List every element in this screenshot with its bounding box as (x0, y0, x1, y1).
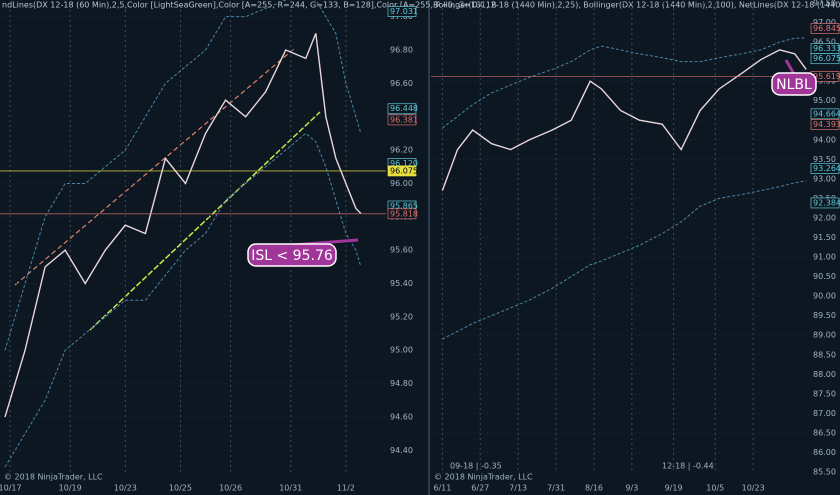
y-tick-label: 94.40 (390, 446, 413, 455)
footer-note: © 2018 NinjaTrader, LLC (434, 473, 533, 482)
x-tick-label: 10/23 (742, 484, 765, 493)
price-line (4, 33, 362, 418)
annotation-text: NLBL (776, 77, 812, 93)
x-tick-label: 10/23 (114, 484, 137, 493)
support-trendline (89, 111, 321, 331)
x-tick-label: 10/26 (219, 484, 242, 493)
y-tick-label: 87.50 (813, 389, 836, 398)
annotation-box (771, 72, 817, 96)
price-tag: 93.264 (813, 164, 840, 173)
x-tick-label: 9/19 (665, 484, 683, 493)
panel-header: ndLines(DX 12-18 (60 Min),2,5,Color [Lig… (2, 1, 497, 10)
y-tick-label: 88.50 (813, 350, 836, 359)
band-line (442, 37, 807, 129)
y-tick-label: 94.00 (813, 135, 836, 144)
price-tag: 96.075 (390, 166, 418, 175)
panel-divider (428, 0, 430, 495)
price-tag-box (387, 208, 417, 220)
y-tick-label: 96.20 (390, 146, 413, 155)
y-tick-label: 90.50 (813, 272, 836, 281)
price-tag: 92.384 (813, 198, 840, 207)
y-tick-label: 94.80 (390, 379, 413, 388)
x-tick-label: 7/31 (547, 484, 565, 493)
price-tag: 96.845 (813, 24, 840, 33)
price-tag: 95.865 (390, 201, 418, 210)
annotation-arrow (784, 59, 796, 75)
y-tick-label: 92.00 (813, 213, 836, 222)
x-tick-label: 11/2 (337, 484, 355, 493)
y-tick-label: 93.50 (813, 155, 836, 164)
price-tag-box (387, 6, 417, 17)
y-tick-label: 94.60 (390, 412, 413, 421)
price-tag-box (387, 103, 417, 115)
y-tick-label: 97.00 (813, 18, 836, 27)
y-tick-label: 95.00 (813, 96, 836, 105)
y-tick-label: 95.00 (390, 346, 413, 355)
annotation-text: ISL < 95.76 (251, 248, 333, 264)
price-tag-box (387, 114, 417, 126)
price-line (441, 49, 807, 191)
price-tag: 96.448 (390, 104, 418, 113)
price-tag-box (810, 108, 840, 120)
y-tick-label: 88.00 (813, 370, 836, 379)
price-tag: 95.818 (390, 209, 418, 218)
y-tick-label: 95.20 (390, 312, 413, 321)
price-tag-box (810, 23, 840, 34)
y-tick-label: 95.40 (390, 279, 413, 288)
y-tick-label: 86.50 (813, 428, 836, 437)
price-tag: 95.619 (813, 72, 840, 81)
y-tick-label: 89.00 (813, 331, 836, 340)
y-tick-label: 91.00 (813, 253, 836, 262)
price-tag: 94.393 (813, 120, 840, 129)
annotation-box (247, 243, 337, 267)
band-line (4, 132, 362, 468)
y-tick-label: 89.50 (813, 311, 836, 320)
price-tag-box (810, 53, 840, 65)
y-tick-label: 96.50 (813, 38, 836, 47)
y-tick-label: 93.00 (813, 174, 836, 183)
y-tick-label: 91.50 (813, 233, 836, 242)
y-tick-label: 97.50 (813, 0, 836, 8)
y-tick-label: 86.00 (813, 448, 836, 457)
y-tick-label: 96.00 (390, 179, 413, 188)
resistance-trendline (14, 47, 296, 286)
y-tick-label: 96.80 (390, 46, 413, 55)
band-line (4, 0, 362, 351)
price-tag: 96.381 (390, 115, 418, 124)
x-tick-label: 10/31 (279, 484, 302, 493)
y-tick-label: 90.00 (813, 292, 836, 301)
band-line (442, 180, 807, 340)
x-tick-label: 10/5 (706, 484, 724, 493)
panel-header: Bollinger(DX 12-18 (1440 Min),2,25), Bol… (433, 1, 840, 10)
footer-note: 12-18 | -0.44 (662, 462, 714, 471)
x-tick-label: 6/27 (471, 484, 489, 493)
x-tick-label: 6/11 (433, 484, 451, 493)
price-tag: 97.031 (390, 7, 418, 16)
price-tag-box (810, 119, 840, 130)
x-tick-label: 7/13 (509, 484, 527, 493)
price-tag: 96.075 (813, 54, 840, 63)
y-tick-label: 95.60 (390, 246, 413, 255)
price-tag-box (810, 163, 840, 174)
footer-note: 09-18 | -0.35 (450, 462, 502, 471)
price-tag: 96.333 (813, 44, 840, 53)
y-tick-label: 87.00 (813, 409, 836, 418)
x-tick-label: 10/17 (0, 484, 22, 493)
x-tick-label: 8/16 (585, 484, 603, 493)
y-tick-label: 96.60 (390, 79, 413, 88)
x-tick-label: 10/19 (59, 484, 82, 493)
x-tick-label: 9/3 (625, 484, 638, 493)
price-tag: 96.120 (390, 159, 418, 168)
y-tick-label: 85.50 (813, 468, 836, 477)
price-tag-box (810, 197, 840, 209)
x-tick-label: 10/25 (169, 484, 192, 493)
footer-note: © 2018 NinjaTrader, LLC (4, 473, 103, 482)
price-tag: 94.664 (813, 109, 840, 118)
price-tag-box (387, 165, 417, 177)
